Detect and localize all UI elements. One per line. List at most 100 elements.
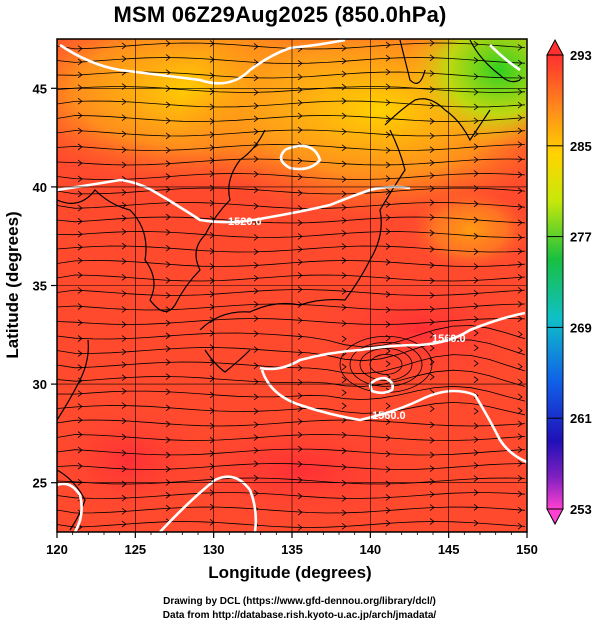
- streamline-arrow: [341, 376, 347, 384]
- streamline-arrow: [77, 416, 83, 424]
- streamline-arrow: [473, 40, 479, 48]
- streamline: [57, 245, 526, 253]
- streamline-arrow: [77, 143, 83, 151]
- streamline-vortex: [369, 353, 403, 375]
- streamline-arrow: [429, 421, 435, 429]
- streamline-arrow: [165, 332, 171, 340]
- streamline-arrow: [253, 248, 259, 256]
- streamline-arrow: [77, 390, 83, 397]
- streamline-arrow: [341, 509, 347, 517]
- y-tick-label: 45: [33, 81, 47, 96]
- streamline-arrow: [253, 378, 259, 386]
- streamline: [57, 57, 526, 64]
- streamline-arrow: [209, 103, 215, 111]
- streamline-arrow: [429, 504, 435, 511]
- streamline-arrow: [473, 519, 479, 527]
- streamline-arrow: [473, 315, 479, 323]
- streamline-arrow: [517, 331, 523, 338]
- streamline-arrow: [165, 160, 171, 167]
- streamline-arrow: [165, 186, 171, 193]
- streamline-arrow: [209, 131, 215, 139]
- streamline-arrow: [429, 132, 435, 140]
- streamline-arrow: [253, 447, 259, 454]
- y-tick-label: 30: [33, 377, 47, 392]
- streamline: [57, 318, 526, 325]
- colorbar-tick-label: 261: [570, 411, 592, 426]
- streamline-arrow: [253, 141, 259, 149]
- streamline-arrow: [253, 393, 259, 401]
- streamline-arrow: [429, 491, 435, 498]
- streamline-arrow: [165, 39, 171, 47]
- streamline-arrow: [473, 184, 479, 192]
- streamline-arrow: [385, 68, 391, 76]
- drawing-credit: Drawing by DCL (https://www.gfd-dennou.o…: [163, 596, 436, 607]
- streamline-arrow: [297, 460, 303, 468]
- streamline-arrow: [165, 261, 171, 268]
- streamline-arrow: [209, 170, 215, 178]
- streamline-arrow: [429, 86, 435, 93]
- streamline-arrow: [385, 274, 391, 282]
- streamline-arrow: [121, 480, 127, 488]
- streamline-arrow: [473, 489, 479, 496]
- streamline-arrow: [253, 474, 259, 482]
- streamline-arrow: [341, 495, 347, 502]
- streamline-arrow: [385, 41, 391, 49]
- streamline-arrow: [385, 161, 391, 169]
- streamline-arrow: [121, 161, 127, 169]
- streamline-arrow: [165, 388, 171, 396]
- streamline-arrow: [517, 203, 523, 211]
- streamline-arrow: [209, 72, 215, 79]
- streamline-arrow: [385, 402, 391, 410]
- streamline-arrow: [341, 229, 347, 237]
- streamline-arrow: [517, 300, 523, 308]
- streamline-arrow: [341, 389, 347, 396]
- streamline-arrow: [429, 277, 435, 285]
- streamline-arrow: [121, 42, 127, 50]
- streamline-arrow: [253, 434, 259, 441]
- coastlines: [57, 39, 521, 531]
- streamline-arrow: [473, 156, 479, 164]
- streamline-arrow: [341, 70, 347, 78]
- streamline-arrow: [77, 97, 83, 105]
- streamline-arrow: [385, 450, 391, 458]
- streamline: [57, 216, 526, 224]
- streamline-arrow: [77, 377, 83, 385]
- streamline-arrow: [121, 114, 127, 122]
- streamline-arrow: [121, 55, 127, 63]
- streamline-arrow: [209, 489, 215, 497]
- streamline-arrow: [165, 54, 171, 61]
- streamline: [57, 401, 526, 416]
- streamline-arrow: [385, 258, 391, 266]
- streamline-arrow: [297, 219, 303, 227]
- streamline-arrow: [121, 520, 127, 528]
- streamline-arrow: [165, 465, 171, 473]
- streamline-arrow: [429, 199, 435, 206]
- streamline: [57, 274, 526, 282]
- streamline-arrow: [429, 373, 435, 381]
- streamline-arrow: [517, 101, 523, 109]
- streamline-arrow: [77, 71, 83, 79]
- streamline-arrow: [473, 216, 479, 224]
- streamline-arrow: [385, 360, 391, 368]
- streamline-arrow: [517, 114, 523, 122]
- streamline-arrow: [209, 503, 215, 511]
- streamline-arrow: [429, 518, 435, 525]
- streamline-arrow: [121, 494, 127, 502]
- streamline-arrow: [209, 436, 215, 444]
- streamline-arrow: [77, 335, 83, 342]
- streamline-arrow: [473, 475, 479, 482]
- streamline-arrow: [473, 329, 479, 337]
- streamline-arrow: [429, 451, 435, 459]
- streamline: [57, 260, 526, 267]
- streamline-arrow: [341, 112, 347, 120]
- streamline: [57, 463, 526, 470]
- streamline-arrow: [385, 83, 391, 91]
- streamline-arrow: [77, 58, 83, 66]
- streamline-arrow: [517, 363, 523, 370]
- streamline-arrow: [517, 315, 523, 323]
- streamline-arrow: [77, 257, 83, 264]
- streamline-arrow: [429, 344, 435, 352]
- streamline-arrow: [209, 303, 215, 311]
- streamline-arrow: [341, 217, 347, 224]
- streamline-arrow: [517, 155, 523, 163]
